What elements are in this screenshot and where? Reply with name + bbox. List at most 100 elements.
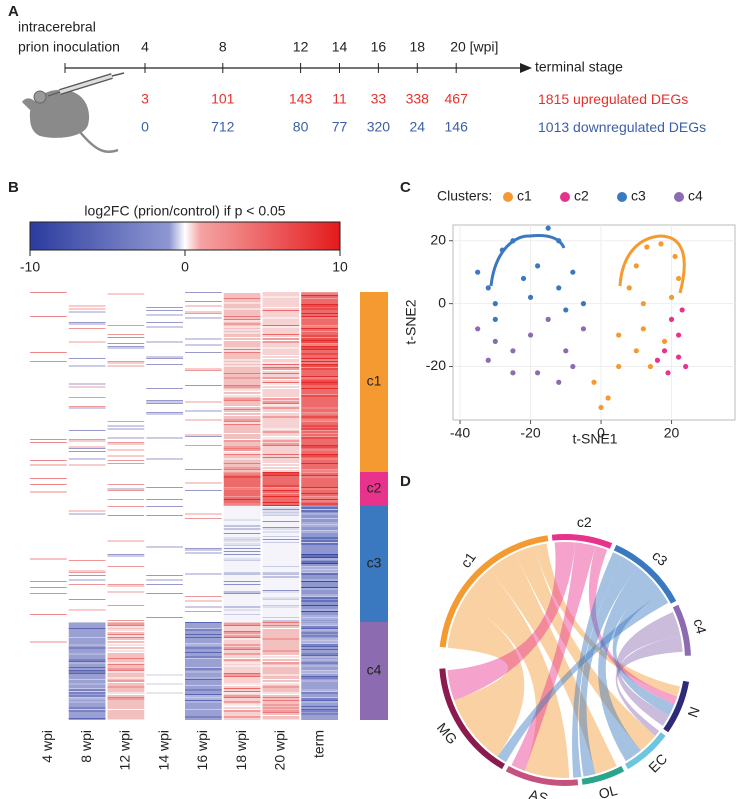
point (545, 225, 551, 231)
heat-stripe (185, 668, 222, 670)
x-tick-label: -40 (450, 425, 470, 441)
heat-stripe (223, 496, 261, 497)
point (598, 404, 604, 411)
heat-stripe (68, 323, 106, 325)
heat-stripe (223, 649, 261, 650)
heat-stripe (68, 358, 106, 359)
cluster-label: c3 (367, 555, 382, 571)
column-label: term (310, 730, 326, 758)
heat-stripe (146, 388, 183, 389)
heat-stripe (68, 697, 106, 698)
heat-stripe (223, 454, 261, 455)
heat-stripe (185, 368, 222, 370)
heat-stripe (262, 370, 300, 371)
heat-stripe (301, 500, 338, 502)
legend-swatch (674, 192, 684, 202)
heat-stripe (185, 652, 222, 653)
heat-stripe (262, 662, 300, 664)
heat-stripe (223, 710, 261, 712)
heat-stripe (223, 320, 261, 322)
heat-stripe (185, 656, 222, 658)
heat-stripe (107, 637, 145, 638)
heat-stripe (223, 697, 261, 698)
heat-stripe (301, 326, 338, 328)
heat-stripe (185, 305, 222, 307)
heat-stripe (185, 344, 222, 346)
heat-stripe (68, 622, 106, 623)
heat-stripe (146, 307, 183, 308)
heat-stripe (107, 449, 145, 451)
legend-swatch (503, 192, 513, 202)
column-label: 16 wpi (194, 730, 210, 770)
x-tick-label: 0 (597, 425, 605, 441)
heat-stripe (107, 646, 145, 647)
colorbar-tick-label: -10 (20, 259, 40, 275)
heat-stripe (107, 649, 145, 650)
heat-stripe (107, 682, 145, 683)
heat-stripe (223, 373, 261, 374)
heat-stripe (107, 455, 145, 457)
point (475, 269, 481, 275)
heat-block (185, 622, 222, 720)
heat-stripe (223, 551, 261, 552)
heat-stripe (301, 644, 338, 646)
heat-block (30, 506, 67, 622)
heat-stripe (223, 701, 261, 703)
heat-stripe (223, 716, 261, 718)
heat-stripe (223, 623, 261, 625)
heat-stripe (185, 637, 222, 638)
heat-stripe (107, 442, 145, 443)
heat-stripe (107, 719, 145, 721)
point (644, 244, 650, 250)
heat-stripe (107, 605, 145, 606)
heat-stripe (262, 473, 300, 475)
heat-stripe (262, 488, 300, 490)
point (527, 294, 534, 300)
heat-stripe (223, 519, 261, 521)
heat-stripe (301, 600, 338, 602)
point (672, 253, 678, 260)
heat-stripe (301, 428, 338, 430)
heat-stripe (262, 576, 300, 578)
heat-stripe (301, 662, 338, 664)
heat-stripe (262, 715, 300, 716)
heat-block (107, 292, 145, 472)
heat-stripe (185, 716, 222, 718)
heat-stripe (262, 341, 300, 343)
heat-stripe (107, 625, 145, 626)
heat-stripe (30, 460, 67, 461)
heat-stripe (262, 507, 300, 509)
heat-stripe (301, 626, 338, 628)
heat-stripe (262, 379, 300, 380)
heat-stripe (301, 331, 338, 332)
heat-stripe (68, 718, 106, 719)
point (661, 338, 668, 344)
point (545, 316, 551, 322)
heat-stripe (301, 691, 338, 692)
heat-stripe (301, 487, 338, 488)
heat-stripe (301, 640, 338, 641)
heat-stripe (262, 475, 300, 476)
heat-stripe (223, 691, 261, 692)
heat-stripe (107, 362, 145, 364)
point (683, 363, 689, 370)
heat-stripe (262, 712, 300, 713)
heat-stripe (223, 609, 261, 611)
heat-stripe (223, 543, 261, 545)
heat-stripe (223, 584, 261, 585)
heat-stripe (301, 346, 338, 347)
heat-stripe (301, 709, 338, 710)
heat-stripe (223, 540, 261, 542)
heat-stripe (185, 600, 222, 602)
heat-block (68, 472, 106, 506)
heat-stripe (301, 629, 338, 631)
heat-stripe (68, 701, 106, 703)
heat-stripe (223, 400, 261, 401)
heat-stripe (146, 412, 183, 413)
heat-stripe (301, 524, 338, 525)
heat-block (185, 292, 222, 472)
heat-stripe (262, 307, 300, 308)
point (640, 326, 646, 332)
heat-stripe (68, 637, 106, 638)
